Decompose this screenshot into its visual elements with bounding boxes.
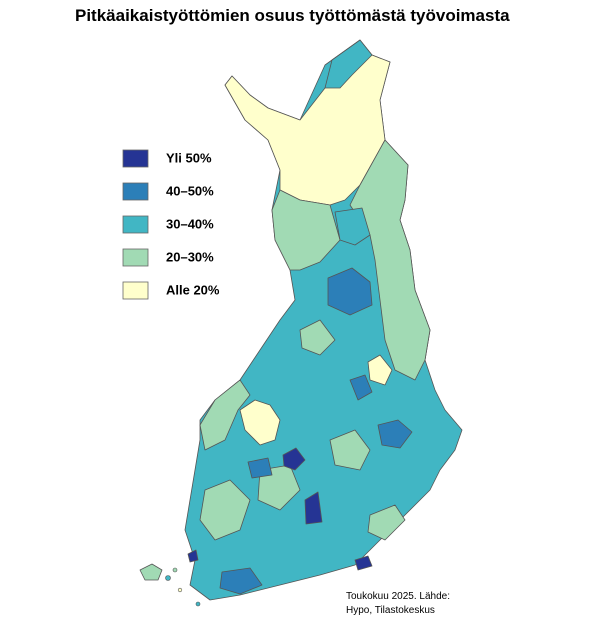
map-island bbox=[172, 567, 178, 573]
map-region bbox=[239, 399, 281, 446]
legend-swatch bbox=[122, 248, 149, 267]
legend-swatch bbox=[122, 182, 149, 201]
map-region bbox=[247, 457, 273, 479]
map-island bbox=[165, 575, 171, 581]
map-region bbox=[282, 447, 306, 471]
map-region bbox=[367, 504, 406, 541]
source-note: Toukokuu 2025. Lähde: bbox=[346, 591, 450, 602]
map-region bbox=[349, 374, 373, 401]
finland-map bbox=[139, 39, 463, 607]
map-island bbox=[195, 601, 201, 607]
legend-label: Alle 20% bbox=[166, 282, 220, 297]
map-region bbox=[377, 419, 413, 449]
legend-label: 20–30% bbox=[166, 249, 214, 264]
map-region bbox=[139, 563, 163, 581]
map-region bbox=[271, 189, 341, 271]
map-region bbox=[299, 319, 336, 356]
legend-label: 30–40% bbox=[166, 216, 214, 231]
map-region bbox=[187, 549, 199, 563]
map-region bbox=[334, 207, 371, 246]
map-region bbox=[354, 555, 373, 571]
legend-label: 40–50% bbox=[166, 183, 214, 198]
map-region bbox=[367, 354, 393, 386]
legend: Yli 50% 40–50% 30–40% 20–30% Alle 20% bbox=[122, 149, 220, 300]
map-region bbox=[324, 39, 373, 89]
map-region bbox=[199, 379, 251, 451]
map-region bbox=[219, 567, 263, 595]
source-note: Hypo, Tilastokeskus bbox=[346, 605, 435, 616]
legend-label: Yli 50% bbox=[166, 150, 212, 165]
map-title: Pitkäaikaistyöttömien osuus työttömästä … bbox=[75, 6, 510, 25]
map-region bbox=[329, 429, 371, 471]
legend-swatch bbox=[122, 281, 149, 300]
map-island bbox=[177, 587, 183, 593]
legend-swatch bbox=[122, 215, 149, 234]
map-region bbox=[199, 479, 251, 541]
map-region bbox=[327, 267, 373, 316]
legend-swatch bbox=[122, 149, 149, 168]
map-region bbox=[304, 491, 323, 525]
